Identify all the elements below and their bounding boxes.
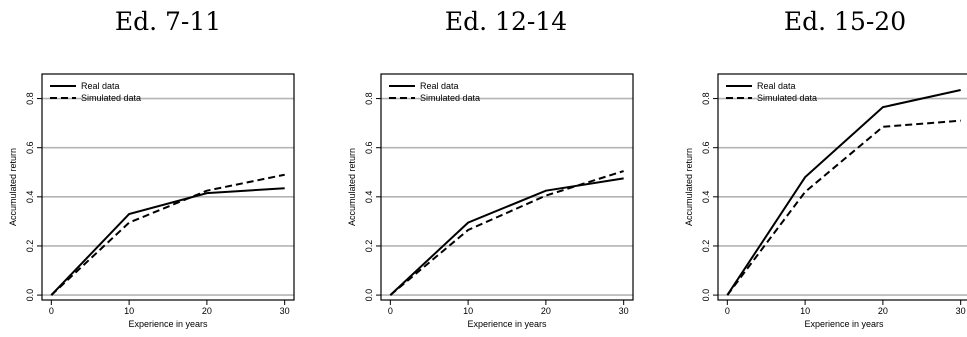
x-tick-label: 0 — [49, 306, 54, 316]
y-tick-label: 0.0 — [701, 289, 711, 302]
x-tick-label: 20 — [878, 306, 888, 316]
y-tick-label: 0.0 — [25, 289, 35, 302]
x-tick-label: 10 — [463, 306, 473, 316]
x-axis-label: Experience in years — [467, 319, 547, 329]
y-tick-label: 0.2 — [25, 240, 35, 253]
x-tick-label: 20 — [202, 306, 212, 316]
plot-frame — [41, 73, 295, 301]
x-tick-label: 20 — [541, 306, 551, 316]
series-line-simulated-data — [726, 119, 961, 296]
chart-panel-2: Ed. 12-14 0 10 20 30 0.0 0.2 0.4 0.6 0.8 Experienc… — [347, 7, 634, 329]
chart-title: Ed. 15-20 — [784, 7, 906, 36]
chart-panel-1: Ed. 7-11 0 10 20 30 0.0 0.2 0.4 0.6 0.8 Experience… — [8, 7, 295, 329]
series-line-real-data — [50, 187, 285, 296]
x-tick-label: 30 — [619, 306, 629, 316]
y-axis-label: Accumulated return — [8, 148, 18, 226]
x-tick-label: 30 — [280, 306, 290, 316]
y-tick-label: 0.2 — [364, 240, 374, 253]
y-tick-label: 0.8 — [701, 92, 711, 105]
y-tick-label: 0.6 — [701, 141, 711, 154]
y-tick-label: 0.4 — [364, 191, 374, 204]
x-tick-label: 30 — [956, 306, 966, 316]
x-axis-label: Experience in years — [128, 319, 208, 329]
legend-label: Real data — [757, 81, 796, 91]
y-tick-label: 0.2 — [701, 240, 711, 253]
legend-label: Simulated data — [757, 93, 817, 103]
y-tick-label: 0.0 — [364, 289, 374, 302]
y-tick-label: 0.8 — [25, 92, 35, 105]
x-tick-label: 10 — [800, 306, 810, 316]
chart-title: Ed. 12-14 — [445, 7, 567, 36]
y-tick-label: 0.4 — [701, 191, 711, 204]
y-axis-label: Accumulated return — [684, 148, 694, 226]
series-line-real-data — [389, 177, 624, 296]
y-tick-label: 0.8 — [364, 92, 374, 105]
chart-title: Ed. 7-11 — [115, 7, 221, 36]
x-tick-label: 0 — [388, 306, 393, 316]
legend-label: Simulated data — [420, 93, 480, 103]
x-tick-label: 10 — [124, 306, 134, 316]
y-tick-label: 0.6 — [25, 141, 35, 154]
y-tick-label: 0.6 — [364, 141, 374, 154]
legend-label: Real data — [420, 81, 459, 91]
y-axis-label: Accumulated return — [347, 148, 357, 226]
plot-frame — [380, 73, 634, 301]
series-line-simulated-data — [50, 173, 285, 296]
x-tick-label: 0 — [725, 306, 730, 316]
plot-frame — [717, 73, 967, 301]
x-axis-label: Experience in years — [804, 319, 884, 329]
chart-panel-3: Ed. 15-20 0 10 20 30 0.0 0.2 0.4 0.6 0.8 Experienc… — [684, 7, 967, 329]
legend-label: Simulated data — [81, 93, 141, 103]
y-tick-label: 0.4 — [25, 191, 35, 204]
series-line-real-data — [726, 88, 961, 296]
series-line-simulated-data — [389, 170, 624, 296]
legend-label: Real data — [81, 81, 120, 91]
